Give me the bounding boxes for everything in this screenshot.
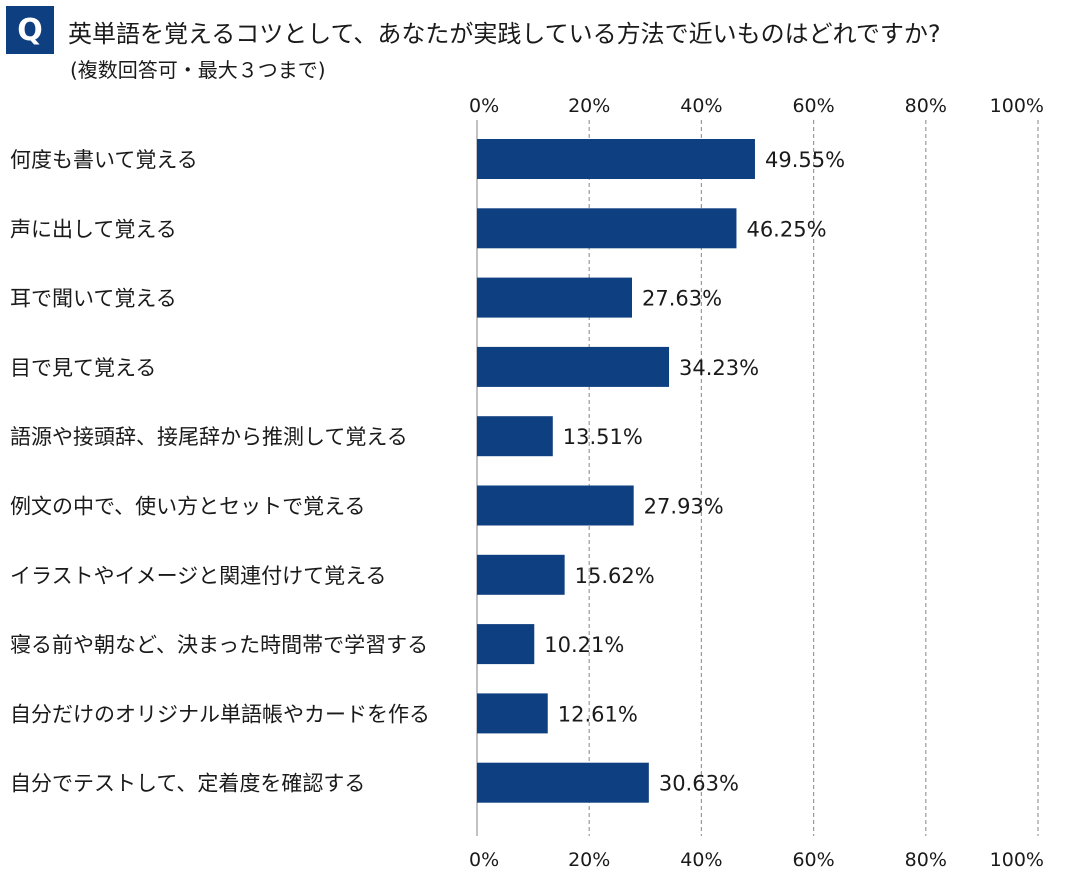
- x-tick-label-bottom: 0%: [469, 849, 499, 871]
- x-tick-label-bottom: 60%: [792, 849, 834, 871]
- x-tick-label-top: 100%: [990, 95, 1044, 117]
- x-tick-label-top: 60%: [792, 95, 834, 117]
- value-label: 30.63%: [659, 772, 739, 796]
- bar: [477, 346, 670, 387]
- value-label: 27.93%: [644, 495, 724, 519]
- question-badge: Q: [6, 6, 54, 54]
- value-label: 27.63%: [642, 287, 722, 311]
- question-title: 英単語を覚えるコツとして、あなたが実践している方法で近いものはどれですか?: [68, 20, 941, 48]
- question-subtitle: (複数回答可・最大３つまで): [70, 58, 326, 82]
- value-label: 13.51%: [563, 425, 643, 449]
- x-tick-label-top: 40%: [680, 95, 722, 117]
- x-tick-label-top: 0%: [469, 95, 499, 117]
- value-label: 34.23%: [679, 356, 759, 380]
- value-label: 49.55%: [765, 148, 845, 172]
- category-label: 例文の中で、使い方とセットで覚える: [10, 495, 366, 519]
- category-label: 寝る前や朝など、決まった時間帯で学習する: [10, 633, 428, 657]
- category-label: 語源や接頭辞、接尾辞から推測して覚える: [10, 425, 408, 449]
- x-tick-label-bottom: 80%: [905, 849, 947, 871]
- bar: [477, 416, 553, 457]
- bar: [477, 762, 649, 803]
- value-label: 46.25%: [746, 217, 826, 241]
- x-tick-label-bottom: 40%: [680, 849, 722, 871]
- value-label: 10.21%: [544, 633, 624, 657]
- bar: [477, 693, 548, 734]
- category-label: 耳で聞いて覚える: [10, 287, 177, 311]
- x-tick-label-bottom: 20%: [568, 849, 610, 871]
- category-label: 何度も書いて覚える: [10, 148, 198, 172]
- category-label: 声に出して覚える: [10, 217, 177, 241]
- value-label: 15.62%: [575, 564, 655, 588]
- bar: [477, 554, 565, 595]
- bar: [477, 139, 755, 179]
- category-label: 目で見て覚える: [10, 356, 156, 380]
- bar: [477, 624, 535, 665]
- x-tick-label-top: 80%: [905, 95, 947, 117]
- bar: [477, 485, 634, 526]
- bar: [477, 208, 737, 249]
- x-tick-label-top: 20%: [568, 95, 610, 117]
- x-tick-label-bottom: 100%: [990, 849, 1044, 871]
- category-label: イラストやイメージと関連付けて覚える: [10, 564, 387, 588]
- bar: [477, 277, 633, 318]
- category-label: 自分でテストして、定着度を確認する: [10, 772, 365, 796]
- category-label: 自分だけのオリジナル単語帳やカードを作る: [10, 702, 430, 726]
- value-label: 12.61%: [558, 702, 638, 726]
